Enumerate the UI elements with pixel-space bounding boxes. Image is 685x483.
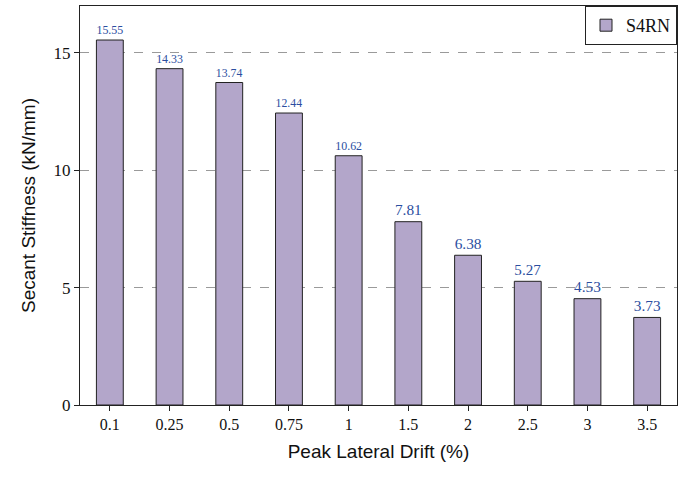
svg-text:S4RN: S4RN bbox=[626, 16, 670, 36]
svg-text:1.5: 1.5 bbox=[398, 416, 418, 433]
svg-text:15.55: 15.55 bbox=[96, 23, 123, 37]
svg-text:15: 15 bbox=[54, 44, 71, 63]
svg-text:Secant Stiffness (kN/mm): Secant Stiffness (kN/mm) bbox=[18, 98, 39, 313]
svg-text:Peak Lateral Drift (%): Peak Lateral Drift (%) bbox=[288, 441, 470, 462]
svg-text:0.5: 0.5 bbox=[219, 416, 239, 433]
svg-text:0.75: 0.75 bbox=[275, 416, 303, 433]
svg-text:13.74: 13.74 bbox=[216, 67, 243, 80]
svg-text:5: 5 bbox=[62, 279, 71, 298]
svg-text:3.73: 3.73 bbox=[634, 297, 661, 314]
svg-text:10: 10 bbox=[54, 161, 71, 180]
svg-text:3.5: 3.5 bbox=[637, 416, 657, 433]
svg-text:7.81: 7.81 bbox=[395, 201, 422, 218]
svg-text:14.33: 14.33 bbox=[156, 52, 183, 66]
svg-text:12.44: 12.44 bbox=[276, 97, 303, 110]
svg-text:1: 1 bbox=[345, 416, 353, 433]
svg-text:3: 3 bbox=[583, 416, 591, 433]
svg-text:0.1: 0.1 bbox=[100, 416, 120, 433]
svg-text:0: 0 bbox=[62, 396, 71, 415]
svg-text:0.25: 0.25 bbox=[156, 416, 184, 433]
svg-text:2.5: 2.5 bbox=[518, 416, 538, 433]
svg-text:10.62: 10.62 bbox=[335, 139, 362, 153]
svg-text:2: 2 bbox=[464, 416, 472, 433]
svg-text:6.38: 6.38 bbox=[455, 235, 482, 252]
svg-text:4.53: 4.53 bbox=[574, 278, 601, 295]
svg-text:5.27: 5.27 bbox=[514, 262, 541, 278]
